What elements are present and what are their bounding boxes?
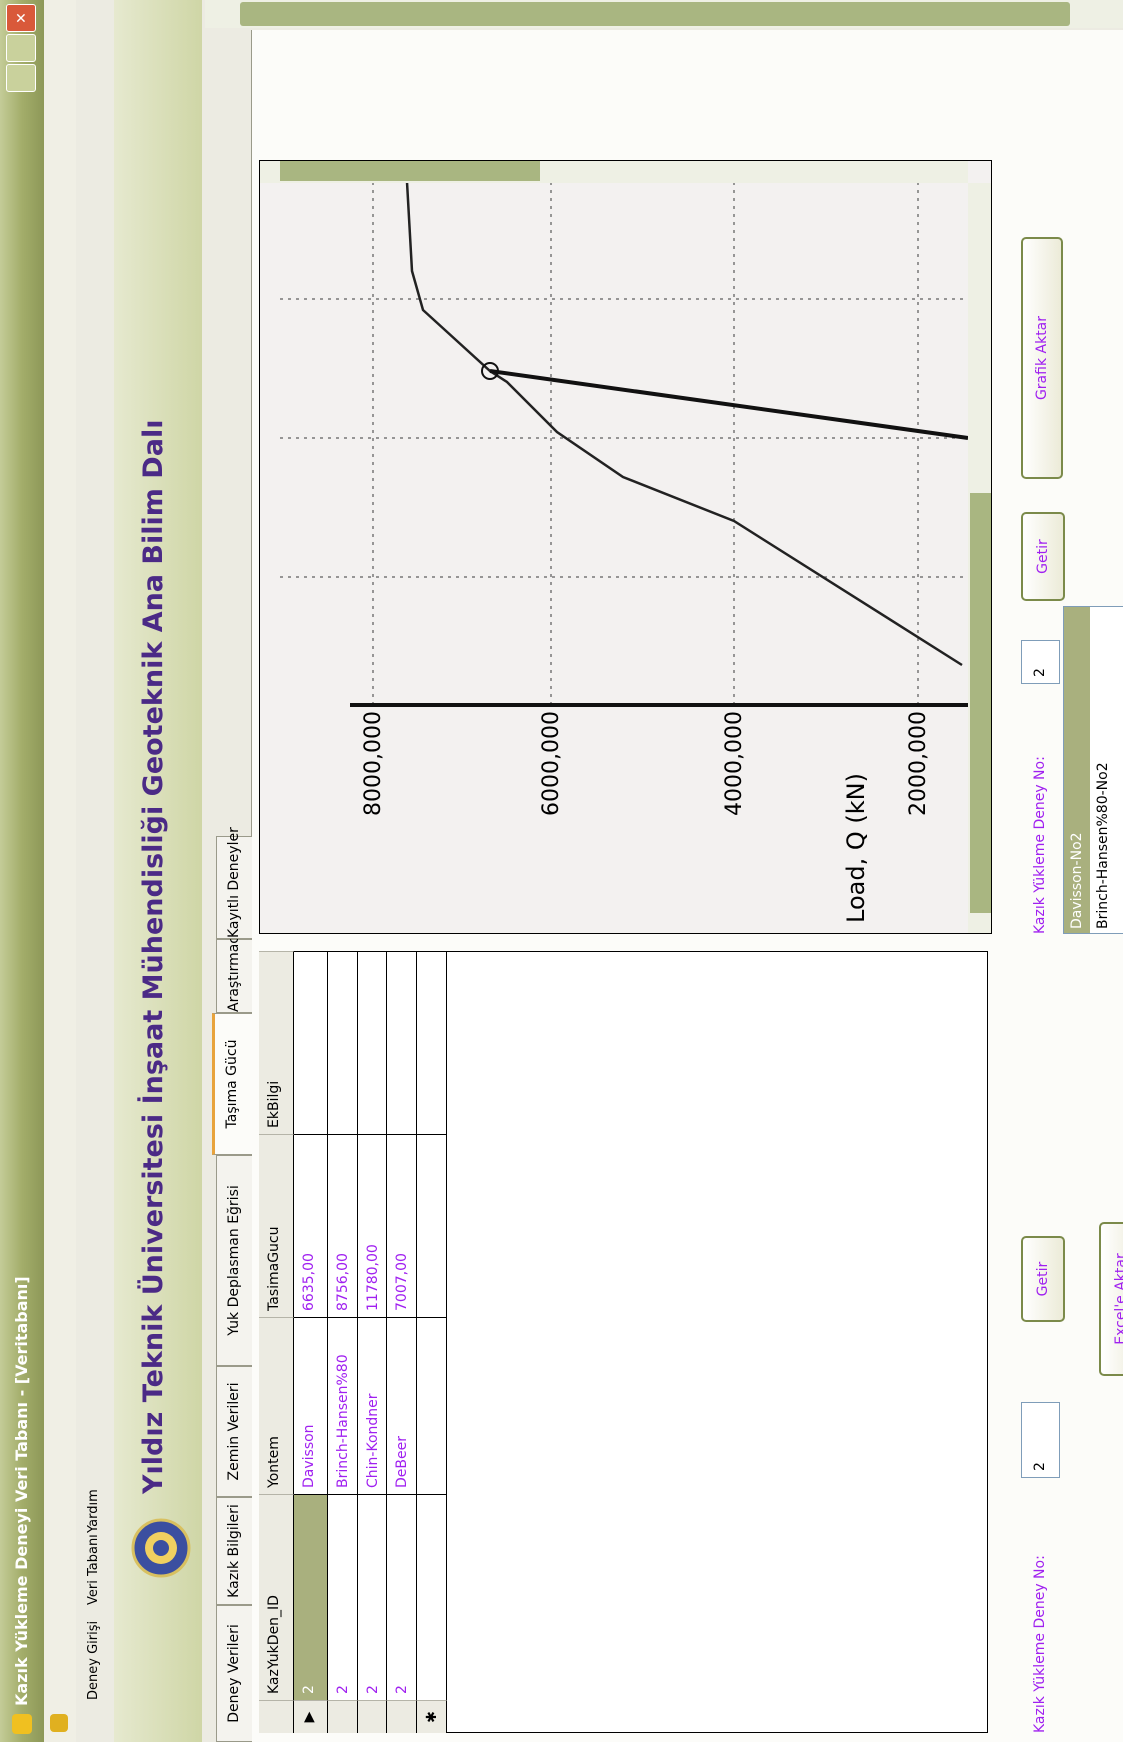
image-tick-label: 2000,000 [906, 711, 931, 816]
mdi-icon [50, 1714, 68, 1732]
tab[interactable]: Zemin Verileri [216, 1366, 252, 1497]
window: Kazık Yükleme Deneyi Veri Tabanı - [Veri… [0, 0, 1123, 1742]
field-label: Kazık Yükleme Deney No: [1032, 1555, 1048, 1733]
menu-item[interactable]: Yardım [86, 1489, 101, 1533]
table-cell[interactable]: 2 [294, 1494, 328, 1700]
list-box[interactable]: Davisson-No2 Brinch-Hansen%80-No2 [1063, 606, 1123, 934]
column-header[interactable]: TasimaGucu [259, 1134, 294, 1317]
column-header[interactable]: Yontem [259, 1317, 294, 1494]
header-title: Yıldız Teknik Üniversitesi İnşaat Mühend… [138, 420, 169, 1494]
row-header [259, 1700, 294, 1733]
page: Kazık Yükleme Deneyi Veri Tabanı - [Veri… [0, 0, 1123, 1742]
menu-item[interactable]: Veri Tabanı [86, 1534, 101, 1605]
title-bar: Kazık Yükleme Deneyi Veri Tabanı - [Veri… [0, 0, 44, 1742]
table-cell[interactable] [294, 951, 328, 1134]
table-cell[interactable] [417, 951, 447, 1134]
image-line [490, 371, 968, 438]
image-tick-label: 6000,000 [539, 711, 564, 816]
image-tick-label: 4000,000 [722, 711, 747, 816]
row-header [387, 1700, 417, 1733]
row-header: ✱ [417, 1700, 447, 1733]
table-cell[interactable] [387, 951, 417, 1134]
row-header [358, 1700, 387, 1733]
button[interactable]: Grafik Aktar [1021, 237, 1063, 479]
table-cell[interactable] [358, 951, 387, 1134]
menu-item[interactable]: Deney Girişi [86, 1621, 101, 1700]
table-cell[interactable]: Chin-Kondner [358, 1317, 387, 1494]
column-header[interactable]: EkBilgi [259, 951, 294, 1134]
scrollbar-thumb[interactable] [970, 493, 991, 913]
app-icon [12, 1714, 32, 1734]
table-cell[interactable] [328, 951, 358, 1134]
row-header: ▶ [294, 1700, 328, 1733]
field-label: Kazık Yükleme Deney No: [1032, 756, 1048, 934]
tab[interactable]: Taşıma Gücü [212, 1013, 252, 1155]
maximize-button[interactable] [6, 34, 36, 62]
chart-image-panel: 8000,000 6000,000 4000,000 2000,000 Load… [259, 160, 992, 934]
logo [131, 1518, 191, 1578]
tab[interactable]: Deney Verileri [216, 1605, 252, 1742]
image-grid [280, 183, 968, 705]
table-cell[interactable]: 7007,00 [387, 1134, 417, 1317]
scrollbar-thumb[interactable] [240, 2, 1070, 26]
tab[interactable]: Kayıtlı Deneyler [216, 836, 252, 939]
text-input[interactable]: 2 [1021, 1402, 1060, 1478]
menu-bar [78, 0, 112, 1742]
table-cell[interactable]: 6635,00 [294, 1134, 328, 1317]
table-cell[interactable]: 11780,00 [358, 1134, 387, 1317]
table-cell[interactable]: Brinch-Hansen%80 [328, 1317, 358, 1494]
tab[interactable]: Araştırmacı [216, 939, 252, 1013]
table-cell[interactable]: 2 [358, 1494, 387, 1700]
button[interactable]: Getir [1021, 1236, 1065, 1322]
table-cell[interactable]: DeBeer [387, 1317, 417, 1494]
list-item[interactable]: Brinch-Hansen%80-No2 [1090, 607, 1116, 933]
window-title: Kazık Yükleme Deneyi Veri Tabanı - [Veri… [12, 1276, 31, 1706]
column-header[interactable]: KazYukDen_ID [259, 1494, 294, 1700]
table-cell[interactable]: 2 [387, 1494, 417, 1700]
table-cell[interactable] [417, 1494, 447, 1700]
table-cell[interactable] [417, 1317, 447, 1494]
tab[interactable]: Kazık Bilgileri [216, 1497, 252, 1605]
table-cell[interactable]: 8756,00 [328, 1134, 358, 1317]
scrollbar-thumb[interactable] [280, 161, 540, 181]
button[interactable]: Getir [1021, 512, 1065, 601]
chart-image: 8000,000 6000,000 4000,000 2000,000 Load… [260, 160, 992, 933]
table-cell[interactable] [417, 1134, 447, 1317]
minimize-button[interactable] [6, 64, 36, 92]
close-button[interactable]: ✕ [6, 4, 36, 32]
table-cell[interactable]: Davisson [294, 1317, 328, 1494]
list-item[interactable]: Davisson-No2 [1064, 607, 1090, 933]
tab[interactable]: Yuk Deplasman Eğrisi [216, 1155, 252, 1366]
image-tick-label: 8000,000 [361, 711, 386, 816]
table-cell[interactable]: 2 [328, 1494, 358, 1700]
image-axis-title: Load, Q (kN) [842, 773, 870, 923]
row-header [328, 1700, 358, 1733]
button[interactable]: Excel'e Aktar [1099, 1222, 1123, 1376]
mdi-bar [44, 0, 76, 1742]
text-input[interactable]: 2 [1021, 640, 1060, 684]
